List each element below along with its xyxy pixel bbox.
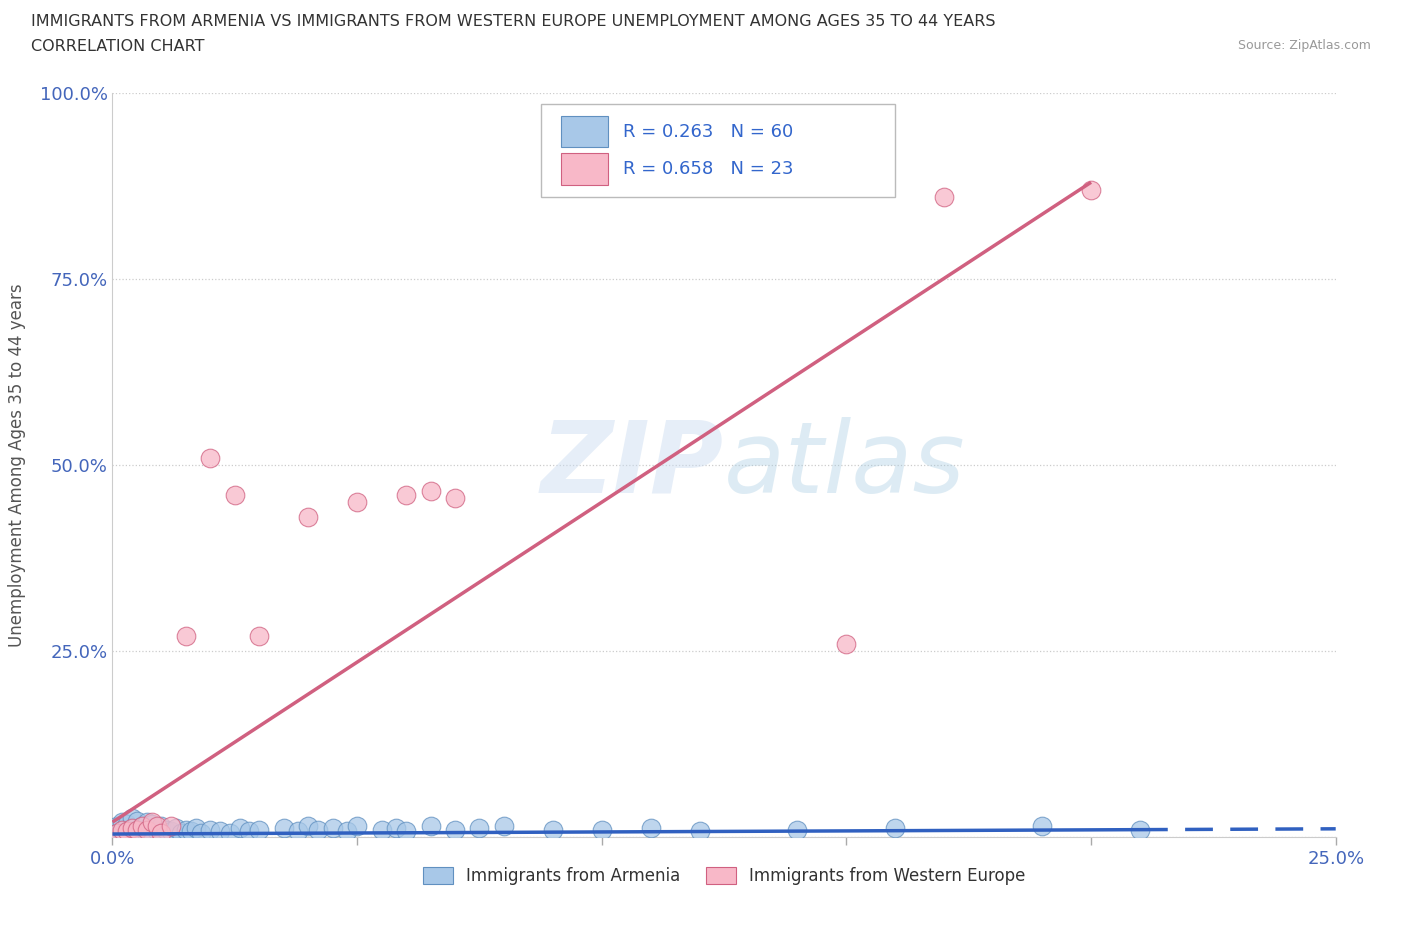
Point [395, 824, 418, 839]
Text: atlas: atlas [724, 417, 966, 513]
Point [322, 820, 344, 835]
Point [111, 822, 134, 837]
Point [121, 820, 143, 835]
Point [591, 822, 613, 837]
Point [395, 487, 418, 502]
Point [105, 826, 128, 841]
Point [468, 820, 491, 835]
Point [346, 818, 368, 833]
Legend: Immigrants from Armenia, Immigrants from Western Europe: Immigrants from Armenia, Immigrants from… [416, 860, 1032, 892]
Point [174, 822, 197, 837]
Point [209, 824, 232, 839]
Point [835, 636, 858, 651]
Point [200, 450, 222, 465]
Point [297, 510, 319, 525]
Point [141, 815, 163, 830]
Point [884, 820, 907, 835]
Point [115, 824, 138, 839]
Point [385, 820, 408, 835]
Point [111, 822, 134, 837]
Point [273, 820, 295, 835]
Text: Source: ZipAtlas.com: Source: ZipAtlas.com [1237, 39, 1371, 52]
Bar [561, 116, 607, 147]
Point [105, 826, 128, 841]
Point [297, 818, 319, 833]
Point [145, 818, 167, 833]
Point [689, 824, 711, 839]
Point [1031, 818, 1053, 833]
Point [174, 629, 197, 644]
Point [336, 824, 359, 839]
Point [150, 818, 173, 833]
Point [160, 818, 183, 833]
Y-axis label: Unemployment Among Ages 35 to 44 years: Unemployment Among Ages 35 to 44 years [7, 284, 25, 646]
Point [419, 484, 441, 498]
Point [121, 811, 143, 826]
Point [115, 824, 138, 839]
Point [141, 826, 163, 841]
Point [247, 629, 270, 644]
Point [155, 822, 177, 837]
Point [150, 826, 173, 841]
Text: R = 0.658   N = 23: R = 0.658 N = 23 [623, 160, 793, 178]
Point [121, 826, 143, 841]
Point [135, 815, 157, 830]
Point [184, 820, 207, 835]
Point [247, 822, 270, 837]
Point [492, 818, 515, 833]
Point [346, 495, 368, 510]
Point [170, 825, 193, 840]
Point [786, 822, 808, 837]
Point [121, 820, 143, 835]
Point [125, 813, 148, 828]
Point [125, 827, 148, 842]
Text: R = 0.263   N = 60: R = 0.263 N = 60 [623, 123, 793, 140]
Point [287, 824, 309, 839]
Point [200, 822, 222, 837]
Point [111, 826, 134, 841]
Point [105, 818, 128, 833]
Text: CORRELATION CHART: CORRELATION CHART [31, 39, 204, 54]
Point [541, 822, 564, 837]
Point [1080, 182, 1102, 197]
Point [111, 815, 134, 830]
Point [115, 817, 138, 831]
Point [115, 828, 138, 843]
Point [160, 824, 183, 839]
Point [135, 822, 157, 837]
Point [224, 487, 246, 502]
Point [165, 820, 187, 835]
Bar [561, 153, 607, 184]
Point [640, 820, 662, 835]
Point [141, 817, 163, 831]
Text: ZIP: ZIP [541, 417, 724, 513]
Point [219, 826, 242, 841]
Point [228, 820, 250, 835]
Point [125, 822, 148, 837]
Point [419, 818, 441, 833]
Point [934, 190, 956, 205]
Point [131, 825, 153, 840]
Point [370, 822, 392, 837]
Point [190, 825, 212, 840]
Point [135, 827, 157, 842]
Point [131, 818, 153, 833]
Point [125, 822, 148, 837]
Point [444, 491, 467, 506]
Text: IMMIGRANTS FROM ARMENIA VS IMMIGRANTS FROM WESTERN EUROPE UNEMPLOYMENT AMONG AGE: IMMIGRANTS FROM ARMENIA VS IMMIGRANTS FR… [31, 14, 995, 29]
FancyBboxPatch shape [540, 104, 896, 197]
Point [180, 824, 202, 839]
Point [131, 818, 153, 833]
Point [444, 822, 467, 837]
Point [238, 824, 260, 839]
Point [307, 822, 329, 837]
Point [1129, 822, 1152, 837]
Point [145, 824, 167, 839]
Point [150, 825, 173, 840]
Point [135, 823, 157, 838]
